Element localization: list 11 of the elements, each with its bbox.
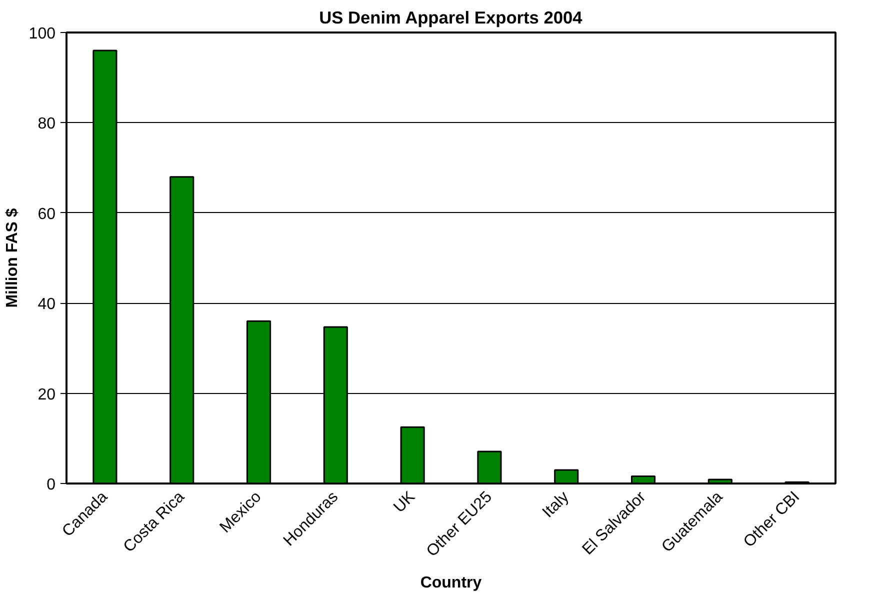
x-tick-label: UK (390, 488, 419, 516)
y-tick-label: 100 (28, 26, 56, 42)
y-tick-label: 80 (38, 116, 56, 133)
y-tick-label: 60 (38, 206, 56, 223)
y-tick-label: 0 (46, 476, 56, 494)
x-axis-title: Country (420, 574, 482, 592)
y-tick-label: 40 (38, 296, 56, 314)
chart-title: US Denim Apparel Exports 2004 (319, 8, 583, 28)
x-tick-label: Italy (540, 488, 572, 522)
y-axis-title: Million FAS $ (4, 208, 21, 308)
y-tick-label: 20 (38, 386, 56, 404)
